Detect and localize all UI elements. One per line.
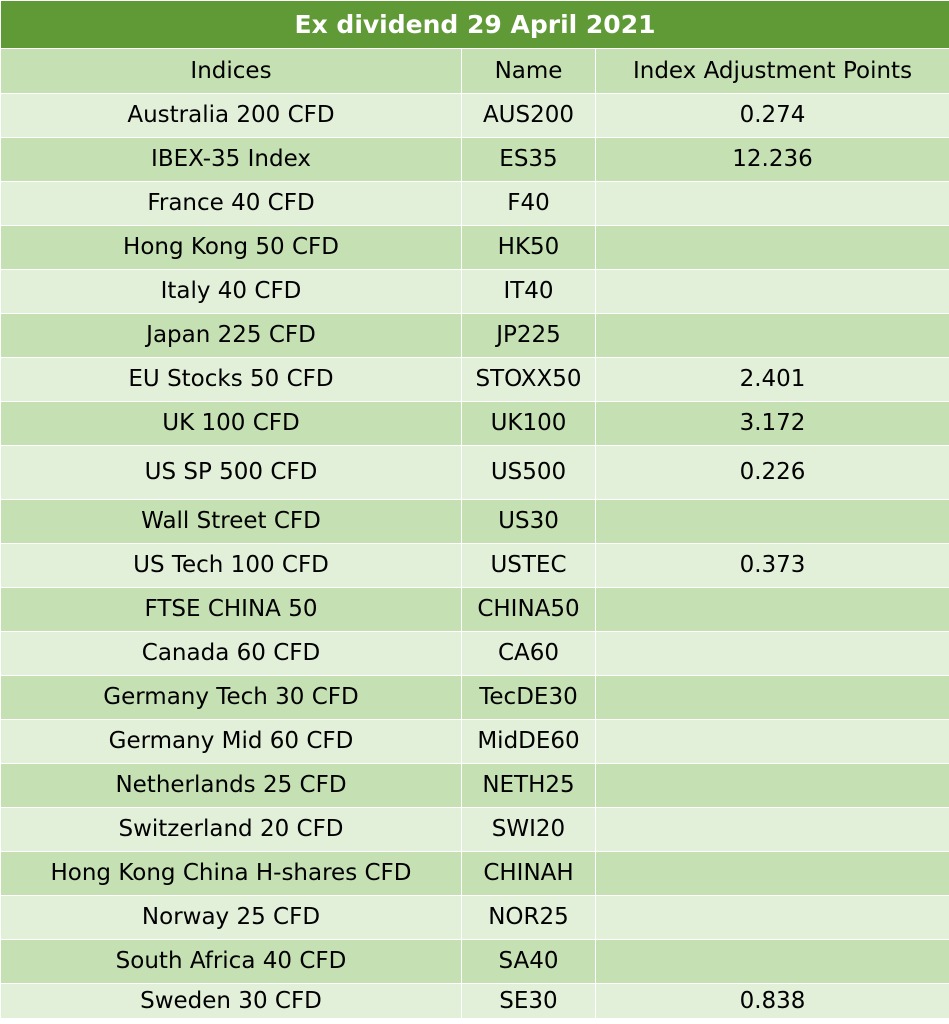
cell-adjustment: 2.401 (594, 357, 949, 402)
table-row: IBEX-35 Index ES35 12.236 (0, 137, 949, 182)
table-row: South Africa 40 CFD SA40 (0, 939, 949, 984)
cell-symbol: JP225 (461, 313, 596, 358)
cell-index: Canada 60 CFD (0, 631, 462, 676)
table-row: US Tech 100 CFD USTEC 0.373 (0, 543, 949, 588)
cell-index: UK 100 CFD (0, 401, 462, 446)
cell-index: IBEX-35 Index (0, 137, 462, 182)
cell-adjustment (594, 225, 949, 270)
table-row: Hong Kong China H-shares CFD CHINAH (0, 851, 949, 896)
table-row: Germany Tech 30 CFD TecDE30 (0, 675, 949, 720)
cell-symbol: TecDE30 (461, 675, 596, 720)
table-row: Switzerland 20 CFD SWI20 (0, 807, 949, 852)
cell-adjustment (594, 719, 949, 764)
cell-index: Australia 200 CFD (0, 93, 462, 138)
cell-index: Sweden 30 CFD (0, 983, 462, 1019)
table-row: Sweden 30 CFD SE30 0.838 (0, 983, 949, 1019)
cell-adjustment: 0.274 (594, 93, 949, 138)
cell-index: South Africa 40 CFD (0, 939, 462, 984)
table-row: Japan 225 CFD JP225 (0, 313, 949, 358)
cell-symbol: HK50 (461, 225, 596, 270)
table-row: EU Stocks 50 CFD STOXX50 2.401 (0, 357, 949, 402)
table-title: Ex dividend 29 April 2021 (0, 0, 949, 49)
cell-index: FTSE CHINA 50 (0, 587, 462, 632)
cell-adjustment: 3.172 (594, 401, 949, 446)
table-header-row: Indices Name Index Adjustment Points (0, 48, 949, 94)
cell-adjustment (594, 587, 949, 632)
cell-symbol: US30 (461, 499, 596, 544)
cell-index: Netherlands 25 CFD (0, 763, 462, 808)
cell-adjustment: 0.226 (594, 445, 949, 500)
header-adjustment-points: Index Adjustment Points (594, 48, 949, 94)
cell-index: Italy 40 CFD (0, 269, 462, 314)
cell-index: Germany Tech 30 CFD (0, 675, 462, 720)
cell-adjustment (594, 499, 949, 544)
cell-symbol: US500 (461, 445, 596, 500)
cell-adjustment (594, 807, 949, 852)
cell-symbol: SWI20 (461, 807, 596, 852)
table-row: Netherlands 25 CFD NETH25 (0, 763, 949, 808)
cell-adjustment: 0.838 (594, 983, 949, 1019)
cell-adjustment (594, 269, 949, 314)
cell-symbol: F40 (461, 181, 596, 226)
table-title-row: Ex dividend 29 April 2021 (0, 0, 949, 49)
cell-index: Wall Street CFD (0, 499, 462, 544)
cell-symbol: CHINAH (461, 851, 596, 896)
cell-symbol: USTEC (461, 543, 596, 588)
cell-adjustment (594, 675, 949, 720)
cell-symbol: SE30 (461, 983, 596, 1019)
cell-adjustment: 0.373 (594, 543, 949, 588)
cell-symbol: SA40 (461, 939, 596, 984)
cell-index: US Tech 100 CFD (0, 543, 462, 588)
table-row: Wall Street CFD US30 (0, 499, 949, 544)
table-row: Norway 25 CFD NOR25 (0, 895, 949, 940)
cell-symbol: NETH25 (461, 763, 596, 808)
cell-adjustment (594, 895, 949, 940)
cell-symbol: UK100 (461, 401, 596, 446)
table-row: US SP 500 CFD US500 0.226 (0, 445, 949, 500)
cell-symbol: NOR25 (461, 895, 596, 940)
cell-adjustment (594, 631, 949, 676)
table-row: Canada 60 CFD CA60 (0, 631, 949, 676)
cell-index: Japan 225 CFD (0, 313, 462, 358)
cell-index: Germany Mid 60 CFD (0, 719, 462, 764)
cell-symbol: IT40 (461, 269, 596, 314)
header-indices: Indices (0, 48, 462, 94)
cell-symbol: AUS200 (461, 93, 596, 138)
table-row: Italy 40 CFD IT40 (0, 269, 949, 314)
cell-index: EU Stocks 50 CFD (0, 357, 462, 402)
cell-adjustment (594, 939, 949, 984)
cell-index: Hong Kong 50 CFD (0, 225, 462, 270)
cell-index: Norway 25 CFD (0, 895, 462, 940)
table-row: Germany Mid 60 CFD MidDE60 (0, 719, 949, 764)
cell-adjustment: 12.236 (594, 137, 949, 182)
table-row: France 40 CFD F40 (0, 181, 949, 226)
cell-symbol: STOXX50 (461, 357, 596, 402)
cell-adjustment (594, 763, 949, 808)
cell-symbol: ES35 (461, 137, 596, 182)
cell-adjustment (594, 851, 949, 896)
cell-symbol: MidDE60 (461, 719, 596, 764)
cell-index: Hong Kong China H-shares CFD (0, 851, 462, 896)
table-row: UK 100 CFD UK100 3.172 (0, 401, 949, 446)
cell-symbol: CA60 (461, 631, 596, 676)
cell-symbol: CHINA50 (461, 587, 596, 632)
table-row: Hong Kong 50 CFD HK50 (0, 225, 949, 270)
table-row: Australia 200 CFD AUS200 0.274 (0, 93, 949, 138)
cell-index: France 40 CFD (0, 181, 462, 226)
cell-index: US SP 500 CFD (0, 445, 462, 500)
cell-adjustment (594, 181, 949, 226)
cell-adjustment (594, 313, 949, 358)
header-name: Name (461, 48, 596, 94)
table-row: FTSE CHINA 50 CHINA50 (0, 587, 949, 632)
cell-index: Switzerland 20 CFD (0, 807, 462, 852)
